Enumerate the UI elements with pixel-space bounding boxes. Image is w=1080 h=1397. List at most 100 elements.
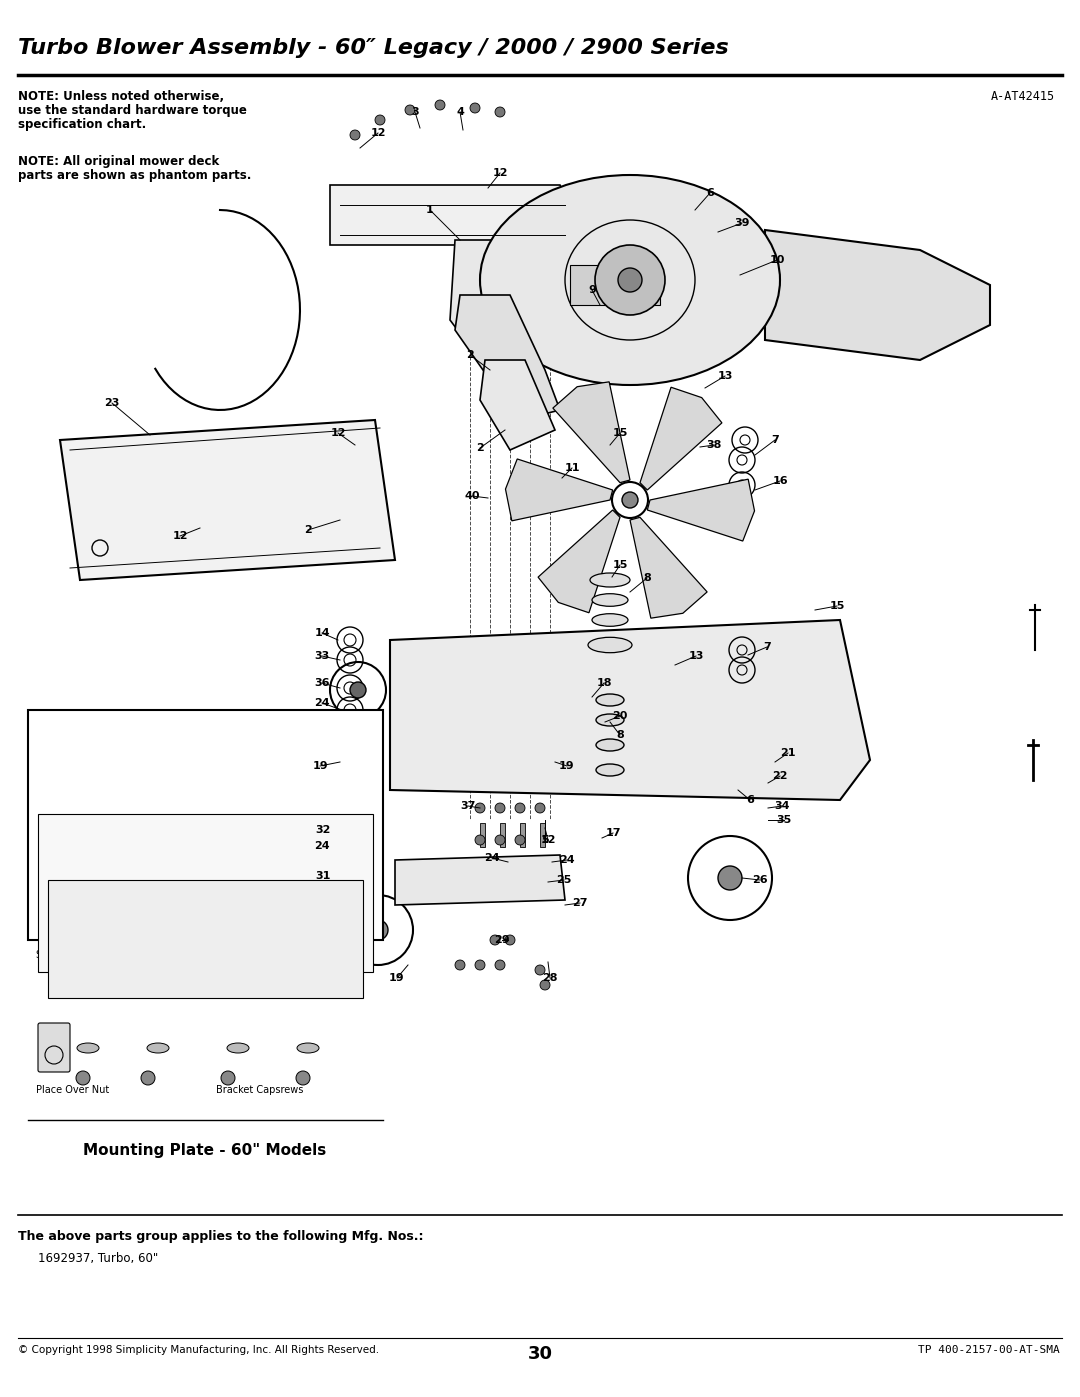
Text: 1692937, Turbo, 60": 1692937, Turbo, 60" — [38, 1252, 159, 1266]
Text: 15: 15 — [612, 427, 627, 439]
Circle shape — [296, 1071, 310, 1085]
Text: 23: 23 — [105, 398, 120, 408]
Text: 22: 22 — [772, 771, 787, 781]
Circle shape — [495, 960, 505, 970]
Text: 30: 30 — [315, 921, 330, 930]
Bar — [28, 710, 383, 940]
Text: 7: 7 — [764, 643, 771, 652]
Circle shape — [475, 960, 485, 970]
Text: 11: 11 — [564, 462, 580, 474]
Text: 12: 12 — [172, 531, 188, 541]
Text: 2: 2 — [305, 525, 312, 535]
Polygon shape — [390, 620, 870, 800]
Circle shape — [375, 115, 384, 124]
Text: 14: 14 — [314, 629, 329, 638]
Polygon shape — [630, 517, 707, 619]
Text: parts are shown as phantom parts.: parts are shown as phantom parts. — [18, 169, 252, 182]
Text: 24: 24 — [314, 698, 329, 708]
Bar — [500, 823, 505, 847]
Circle shape — [475, 835, 485, 845]
Circle shape — [76, 1071, 90, 1085]
Text: NOTE: Unless noted otherwise,: NOTE: Unless noted otherwise, — [18, 89, 225, 103]
Text: 24: 24 — [314, 841, 329, 851]
Ellipse shape — [588, 637, 632, 652]
Text: Turbo Blower Assembly - 60″ Legacy / 2000 / 2900 Series: Turbo Blower Assembly - 60″ Legacy / 200… — [18, 38, 729, 59]
Text: 1: 1 — [427, 205, 434, 215]
Text: 33: 33 — [314, 651, 329, 661]
Text: The above parts group applies to the following Mfg. Nos.:: The above parts group applies to the fol… — [18, 1229, 423, 1243]
FancyBboxPatch shape — [38, 1023, 70, 1071]
Polygon shape — [455, 295, 561, 420]
Circle shape — [141, 1071, 156, 1085]
Text: 35: 35 — [777, 814, 792, 826]
Text: 13: 13 — [688, 651, 704, 661]
Text: 13: 13 — [717, 372, 732, 381]
Text: 3: 3 — [411, 108, 419, 117]
Text: 8: 8 — [643, 573, 651, 583]
Ellipse shape — [592, 613, 627, 626]
Bar — [480, 823, 485, 847]
Circle shape — [595, 244, 665, 314]
Circle shape — [535, 803, 545, 813]
Text: 18: 18 — [596, 678, 611, 687]
Polygon shape — [765, 231, 990, 360]
Polygon shape — [450, 240, 510, 360]
Polygon shape — [60, 420, 395, 580]
Ellipse shape — [480, 175, 780, 386]
Circle shape — [612, 482, 648, 518]
Ellipse shape — [227, 1044, 249, 1053]
Text: specification chart.: specification chart. — [18, 117, 146, 131]
Polygon shape — [395, 855, 565, 905]
Text: 31: 31 — [315, 870, 330, 882]
Bar — [48, 880, 363, 997]
Text: 10: 10 — [769, 256, 785, 265]
Text: 6: 6 — [706, 189, 714, 198]
Text: 5: 5 — [541, 835, 549, 845]
Text: 28: 28 — [542, 972, 557, 983]
Circle shape — [490, 935, 500, 944]
Text: 40: 40 — [464, 490, 480, 502]
Text: 12: 12 — [492, 168, 508, 177]
Circle shape — [455, 960, 465, 970]
Circle shape — [535, 965, 545, 975]
Ellipse shape — [596, 739, 624, 752]
Text: 4: 4 — [456, 108, 464, 117]
Polygon shape — [553, 381, 630, 483]
Text: 21: 21 — [780, 747, 796, 759]
Text: NOTE: All original mower deck: NOTE: All original mower deck — [18, 155, 219, 168]
Ellipse shape — [590, 573, 630, 587]
Text: use the standard hardware torque: use the standard hardware torque — [18, 103, 247, 117]
Text: A-AT42415: A-AT42415 — [990, 89, 1055, 103]
Text: © Copyright 1998 Simplicity Manufacturing, Inc. All Rights Reserved.: © Copyright 1998 Simplicity Manufacturin… — [18, 1345, 379, 1355]
Text: 19: 19 — [559, 761, 575, 771]
Circle shape — [495, 835, 505, 845]
Text: Place Over Nut: Place Over Nut — [36, 1085, 109, 1095]
Text: 29: 29 — [495, 935, 510, 944]
Circle shape — [505, 935, 515, 944]
Text: 8: 8 — [616, 731, 624, 740]
Text: 16: 16 — [772, 476, 787, 486]
Text: 30: 30 — [527, 1345, 553, 1363]
Text: 26: 26 — [752, 875, 768, 886]
Text: 20: 20 — [612, 711, 627, 721]
Circle shape — [515, 835, 525, 845]
Ellipse shape — [77, 1044, 99, 1053]
Circle shape — [221, 1071, 235, 1085]
Text: 24: 24 — [484, 854, 500, 863]
Text: 38: 38 — [706, 440, 721, 450]
Text: Bracket Capsrews: Bracket Capsrews — [216, 1085, 303, 1095]
Polygon shape — [647, 479, 755, 541]
Circle shape — [495, 108, 505, 117]
Polygon shape — [640, 387, 721, 490]
Bar — [570, 265, 660, 305]
Bar — [540, 823, 545, 847]
Circle shape — [515, 803, 525, 813]
Circle shape — [350, 130, 360, 140]
Text: 15: 15 — [829, 601, 845, 610]
Text: 27: 27 — [572, 898, 588, 908]
Text: Mounting Plate - 60" Models: Mounting Plate - 60" Models — [83, 1143, 326, 1158]
Circle shape — [470, 103, 480, 113]
Text: 6: 6 — [746, 795, 754, 805]
Text: 32: 32 — [315, 826, 330, 835]
Text: 15: 15 — [612, 560, 627, 570]
